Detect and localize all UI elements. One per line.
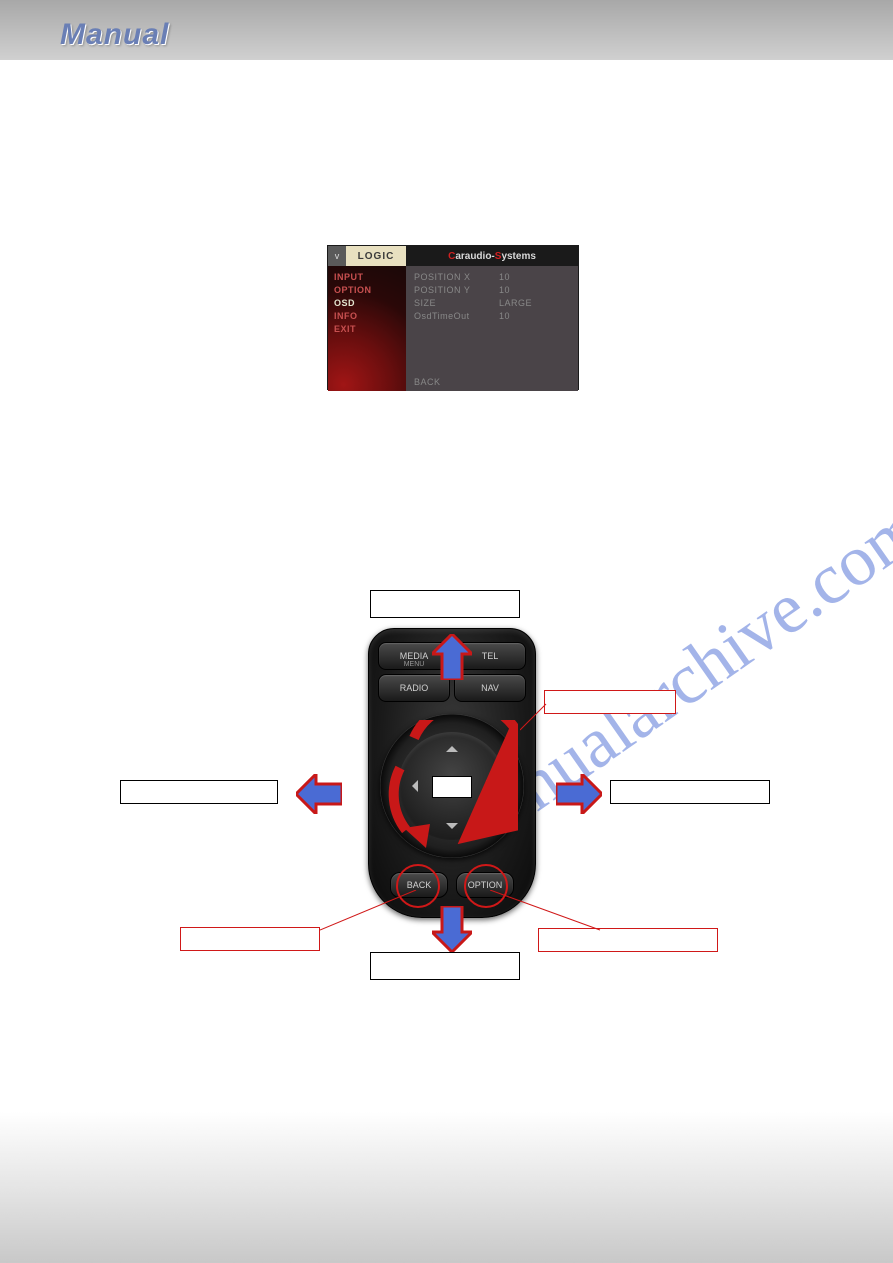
osd-setting-key: OsdTimeOut [414, 310, 499, 323]
osd-setting-row: POSITION Y10 [414, 284, 570, 297]
osd-setting-key: SIZE [414, 297, 499, 310]
header-title: Manual [60, 18, 169, 52]
page-header: Manual [0, 0, 893, 60]
radio-button-label: RADIO [400, 683, 429, 693]
osd-logo-v: v [328, 246, 346, 266]
remote-control: MEDIA MENU TEL RADIO NAV BACK [368, 628, 536, 918]
osd-menu: INPUTOPTIONOSDINFOEXIT [328, 266, 406, 391]
osd-setting-row: OsdTimeOut10 [414, 310, 570, 323]
osd-brand-r2: ystems [501, 251, 535, 262]
label-left [120, 780, 278, 804]
osd-titlebar: v LOGIC Caraudio-Systems [328, 246, 578, 266]
label-top [370, 590, 520, 618]
media-button-label: MEDIA [400, 651, 429, 661]
arrow-left-icon [296, 774, 342, 814]
arrow-right-icon [556, 774, 602, 814]
osd-brand-c2: S [495, 251, 502, 262]
osd-menu-item: INFO [334, 310, 400, 323]
back-button-label: BACK [407, 880, 432, 890]
option-button-label: OPTION [468, 880, 503, 890]
dpad-right-icon [486, 780, 498, 792]
label-right [610, 780, 770, 804]
label-option [538, 928, 718, 952]
back-button[interactable]: BACK [390, 872, 448, 898]
tel-button-label: TEL [482, 651, 499, 661]
osd-setting-row: POSITION X10 [414, 271, 570, 284]
osd-setting-value: 10 [499, 284, 510, 297]
ok-overlay-box [432, 776, 472, 798]
radio-button[interactable]: RADIO [378, 674, 450, 702]
option-button[interactable]: OPTION [456, 872, 514, 898]
nav-button[interactable]: NAV [454, 674, 526, 702]
media-button[interactable]: MEDIA MENU [378, 642, 450, 670]
osd-menu-item: OSD [334, 297, 400, 310]
osd-menu-item: EXIT [334, 323, 400, 336]
osd-brand-r1: araudio- [455, 251, 494, 262]
label-bottom [370, 952, 520, 980]
osd-settings: POSITION X10POSITION Y10SIZELARGEOsdTime… [406, 266, 578, 391]
osd-menu-item: OPTION [334, 284, 400, 297]
remote-diagram: MEDIA MENU TEL RADIO NAV BACK [120, 590, 780, 990]
dpad-up-icon [446, 740, 458, 752]
osd-setting-row: SIZELARGE [414, 297, 570, 310]
osd-setting-key: POSITION Y [414, 284, 499, 297]
label-back [180, 927, 320, 951]
osd-setting-value: LARGE [499, 297, 532, 310]
osd-logo-logic: LOGIC [346, 246, 406, 266]
dpad-down-icon [446, 823, 458, 835]
osd-setting-value: 10 [499, 271, 510, 284]
media-button-sub: MENU [404, 661, 425, 668]
osd-screenshot: v LOGIC Caraudio-Systems INPUTOPTIONOSDI… [327, 245, 579, 390]
tel-button[interactable]: TEL [454, 642, 526, 670]
osd-brand: Caraudio-Systems [406, 246, 578, 266]
dpad-left-icon [406, 780, 418, 792]
nav-button-label: NAV [481, 683, 499, 693]
label-rotate [544, 690, 676, 714]
osd-back-label: BACK [414, 377, 441, 387]
osd-brand-c1: C [448, 251, 455, 262]
osd-setting-value: 10 [499, 310, 510, 323]
osd-menu-item: INPUT [334, 271, 400, 284]
osd-setting-key: POSITION X [414, 271, 499, 284]
